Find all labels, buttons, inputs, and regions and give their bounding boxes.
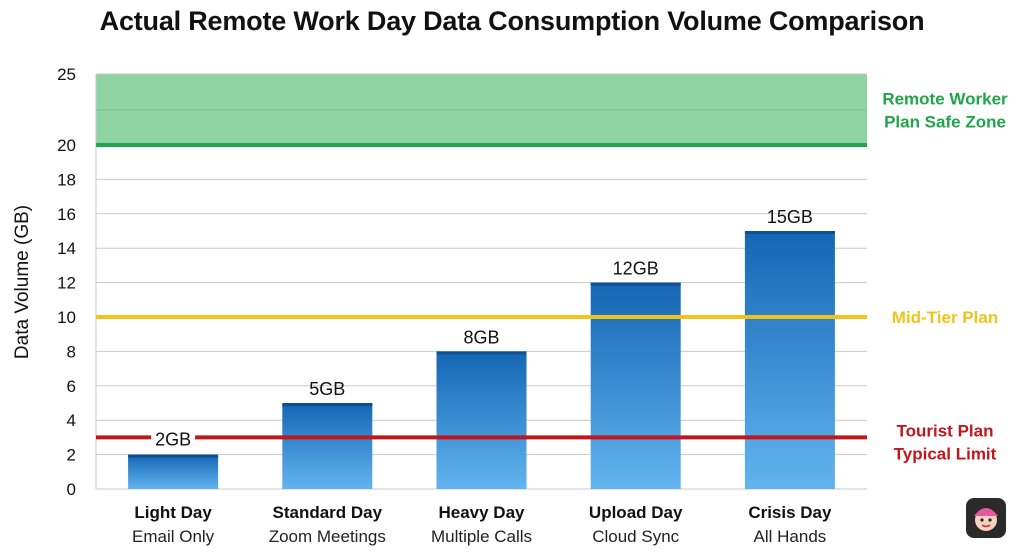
x-category-label: Heavy Day [438, 503, 525, 522]
x-category-label: Upload Day [589, 503, 683, 522]
bar-top-edge [282, 403, 373, 406]
y-tick-label: 10 [57, 308, 76, 327]
bar-data-label: 8GB [463, 327, 499, 347]
bar-label-backing [151, 428, 196, 449]
y-tick-label: 25 [57, 65, 76, 84]
bar-data-label: 2GB [155, 430, 191, 450]
y-tick-label: 4 [67, 411, 76, 430]
y-tick-label: 8 [67, 342, 76, 361]
x-category-label: Standard Day [273, 503, 383, 522]
bar [436, 351, 527, 489]
bar-top-edge [436, 351, 527, 355]
y-tick-label: 12 [57, 274, 76, 293]
bar-top-edge [744, 231, 835, 234]
bar [744, 231, 835, 489]
bar-data-label: 15GB [767, 207, 813, 227]
reference-line-label: Typical Limit [894, 444, 997, 463]
bar-data-label: 5GB [309, 379, 345, 399]
y-tick-label: 2 [67, 446, 76, 465]
safe-zone-label: Remote Worker [882, 90, 1008, 109]
x-category-label: Crisis Day [748, 503, 832, 522]
chart-title: Actual Remote Work Day Data Consumption … [99, 6, 925, 36]
x-category-sublabel: Zoom Meetings [269, 527, 386, 546]
bar-data-label: 12GB [613, 259, 659, 279]
reference-line-label: Tourist Plan [897, 421, 994, 440]
x-category-sublabel: Email Only [132, 527, 215, 546]
x-category-sublabel: All Hands [754, 527, 827, 546]
bar-top-edge [128, 454, 219, 458]
x-category-sublabel: Cloud Sync [592, 527, 679, 546]
y-tick-label: 6 [67, 377, 76, 396]
safe-zone-label: Plan Safe Zone [884, 113, 1006, 132]
bar [590, 282, 681, 489]
bar [128, 454, 219, 489]
bar-top-edge [590, 282, 681, 286]
bar [282, 403, 373, 489]
y-axis-title: Data Volume (GB) [12, 205, 33, 359]
x-category-sublabel: Multiple Calls [431, 527, 532, 546]
y-tick-label: 0 [67, 480, 76, 499]
reference-line-label: Mid-Tier Plan [892, 308, 998, 327]
x-category-label: Light Day [134, 503, 212, 522]
brand-logo-icon [966, 498, 1006, 538]
y-tick-label: 16 [57, 205, 76, 224]
y-tick-label: 14 [57, 239, 76, 258]
y-tick-label: 18 [57, 170, 76, 189]
y-tick-label: 20 [57, 136, 76, 155]
